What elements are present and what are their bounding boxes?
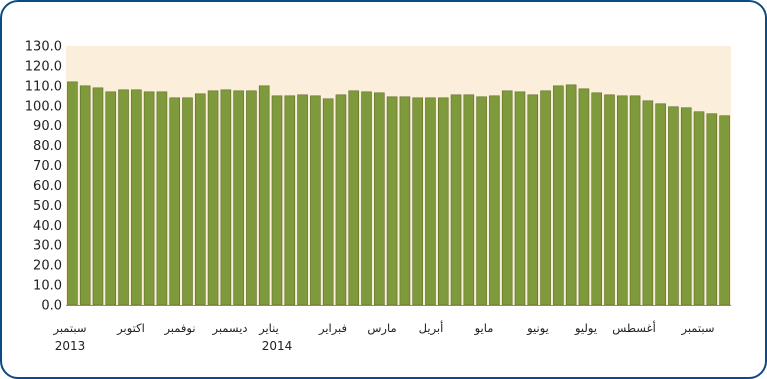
- bar: [310, 95, 321, 306]
- y-tick-label: 100.0: [25, 99, 62, 114]
- bar: [194, 93, 206, 306]
- y-tick-label: 110.0: [25, 79, 62, 94]
- x-tick-label: يونيو: [526, 321, 549, 336]
- y-tick-label: 50.0: [33, 199, 62, 214]
- x-tick-label: اكتوبر: [116, 321, 145, 336]
- bar: [501, 90, 513, 306]
- x-tick-label: يناير: [258, 321, 279, 336]
- x-tick-label: سبتمبر: [52, 321, 86, 336]
- x-tick-label: ديسمبر: [211, 321, 247, 336]
- y-tick-label: 70.0: [33, 159, 62, 174]
- x-tick-label: يوليو: [574, 321, 597, 336]
- bar: [450, 94, 462, 306]
- bar: [258, 85, 270, 306]
- x-tick-label: مايو: [474, 321, 494, 336]
- bar: [79, 85, 91, 306]
- bar: [553, 85, 564, 306]
- bar: [67, 81, 78, 306]
- bar: [437, 97, 449, 306]
- bar: [220, 89, 232, 306]
- bar: [322, 98, 334, 306]
- x-tick-label: فبراير: [318, 321, 347, 336]
- bar: [565, 84, 577, 306]
- bar: [425, 97, 436, 306]
- y-tick-label: 10.0: [33, 279, 62, 294]
- bar: [540, 90, 551, 306]
- year-labels: 2013 2014: [55, 339, 293, 353]
- bar: [92, 87, 104, 306]
- bar: [604, 94, 615, 306]
- y-tick-label: 120.0: [25, 59, 62, 74]
- bar: [617, 95, 628, 306]
- bar: [233, 90, 244, 306]
- bar: [143, 91, 155, 306]
- bar: [348, 90, 360, 306]
- bar: [284, 95, 296, 306]
- year-label: 2014: [262, 339, 293, 353]
- y-axis: 0.0 10.0 20.0 30.0 40.0 50.0 60.0 70.0 80.0 90.0 1…: [25, 40, 62, 314]
- y-tick-label: 30.0: [33, 239, 62, 254]
- bar: [399, 96, 411, 306]
- bar: [118, 89, 129, 306]
- bar: [386, 96, 398, 306]
- bar: [169, 97, 180, 306]
- bar: [706, 113, 718, 306]
- bar: [629, 95, 641, 306]
- bars: [67, 81, 730, 306]
- bar: [131, 89, 142, 306]
- bar: [527, 94, 539, 306]
- x-tick-label: مارس: [367, 321, 396, 336]
- bar: [680, 107, 692, 306]
- x-tick-label: أبريل: [419, 320, 444, 336]
- bar: [514, 91, 526, 306]
- y-tick-label: 130.0: [25, 40, 62, 55]
- bar: [578, 88, 590, 306]
- bar: [271, 95, 283, 306]
- year-label: 2013: [55, 339, 86, 353]
- bar: [246, 90, 257, 306]
- y-tick-label: 20.0: [33, 259, 62, 274]
- bar: [668, 106, 679, 306]
- bar: [412, 97, 423, 306]
- bar: [361, 91, 372, 306]
- bar: [655, 103, 666, 306]
- bar: [105, 91, 117, 306]
- bar: [207, 90, 219, 306]
- bar: [719, 115, 730, 306]
- x-tick-label: أغسطس: [612, 320, 656, 336]
- bar: [374, 92, 385, 306]
- bar: [489, 95, 500, 306]
- y-tick-label: 60.0: [33, 179, 62, 194]
- bar: [297, 94, 308, 306]
- y-tick-label: 90.0: [33, 119, 62, 134]
- bar: [335, 94, 347, 306]
- bar: [182, 97, 193, 306]
- bar: [463, 94, 475, 306]
- x-tick-label: نوفمبر: [163, 321, 195, 336]
- bar: [642, 100, 654, 306]
- y-tick-label: 80.0: [33, 139, 62, 154]
- bar: [476, 96, 487, 306]
- bar: [591, 92, 602, 306]
- y-tick-label: 0.0: [41, 299, 62, 314]
- bar: [156, 91, 168, 306]
- x-tick-label: سبتمبر: [680, 321, 714, 336]
- y-tick-label: 40.0: [33, 219, 62, 234]
- bar: [693, 111, 705, 306]
- x-axis-labels: سبتمبر اكتوبر نوفمبر ديسمبر يناير فبراير مارس أ…: [52, 320, 714, 336]
